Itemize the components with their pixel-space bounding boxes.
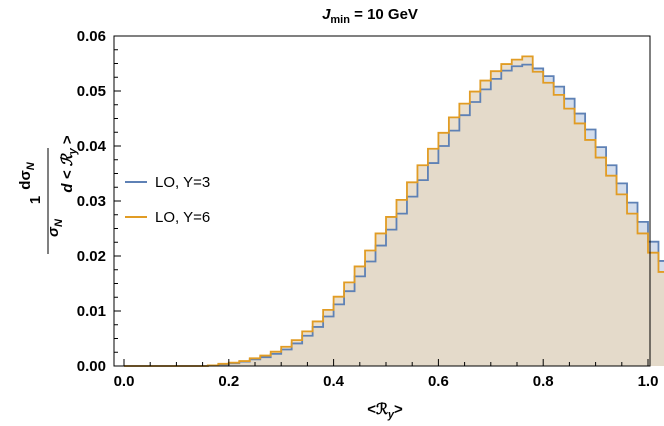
y-label-sigma-main: σ	[45, 226, 62, 237]
y-label-denominator: d < ℛy >	[59, 135, 79, 193]
x-axis-label-sub: y	[387, 409, 395, 421]
legend-label-series-2: LO, Y=6	[155, 209, 210, 226]
x-tick-label: 0.4	[323, 373, 345, 390]
x-axis-label: <ℛy>	[367, 401, 403, 421]
y-label-numerator-main: dσ	[17, 170, 34, 189]
y-tick-label: 0.01	[77, 303, 106, 320]
chart-title: Jmin = 10 GeV	[322, 6, 418, 26]
y-label-numerator-sub: N	[25, 161, 37, 170]
chart-title-main: J	[322, 6, 331, 23]
series-fill-2	[124, 56, 664, 366]
x-tick-label: 0.8	[533, 373, 554, 390]
chart-title-rest: = 10 GeV	[350, 6, 418, 23]
x-tick-label: 0.6	[428, 373, 449, 390]
y-tick-label: 0.00	[77, 358, 106, 375]
legend-label-series-1: LO, Y=3	[155, 174, 210, 191]
y-tick-label: 0.05	[77, 83, 106, 100]
y-tick-label: 0.02	[77, 248, 106, 265]
y-label-denominator-sub: y	[67, 147, 79, 155]
y-label-sigma: σN	[45, 218, 65, 237]
chart-title-sub: min	[330, 14, 350, 26]
y-label-sigma-sub: N	[53, 218, 65, 227]
x-axis-label-close: >	[394, 401, 403, 418]
y-ticks: 0.00 0.01 0.02 0.03 0.04 0.05 0.06	[77, 28, 121, 375]
y-label-denominator-main: d < ℛ	[59, 152, 76, 192]
y-tick-label: 0.06	[77, 28, 106, 45]
series-lines	[124, 55, 664, 367]
y-tick-label: 0.04	[77, 138, 107, 155]
series-fills	[124, 56, 664, 366]
x-tick-label: 1.0	[638, 373, 659, 390]
x-ticks: 0.0 0.2 0.4 0.6 0.8 1.0	[114, 359, 659, 390]
x-axis-label-open: <ℛ	[367, 401, 388, 418]
y-label-one: 1	[27, 196, 44, 204]
y-label-denominator-close: >	[59, 135, 76, 148]
y-axis-label: 1 σN dσN d < ℛy >	[17, 135, 79, 254]
x-tick-label: 0.2	[218, 373, 239, 390]
x-tick-label: 0.0	[114, 373, 135, 390]
legend: LO, Y=3 LO, Y=6	[125, 174, 210, 226]
y-label-numerator: dσN	[17, 161, 37, 189]
y-tick-label: 0.03	[77, 193, 106, 210]
series-line-2	[124, 55, 664, 367]
